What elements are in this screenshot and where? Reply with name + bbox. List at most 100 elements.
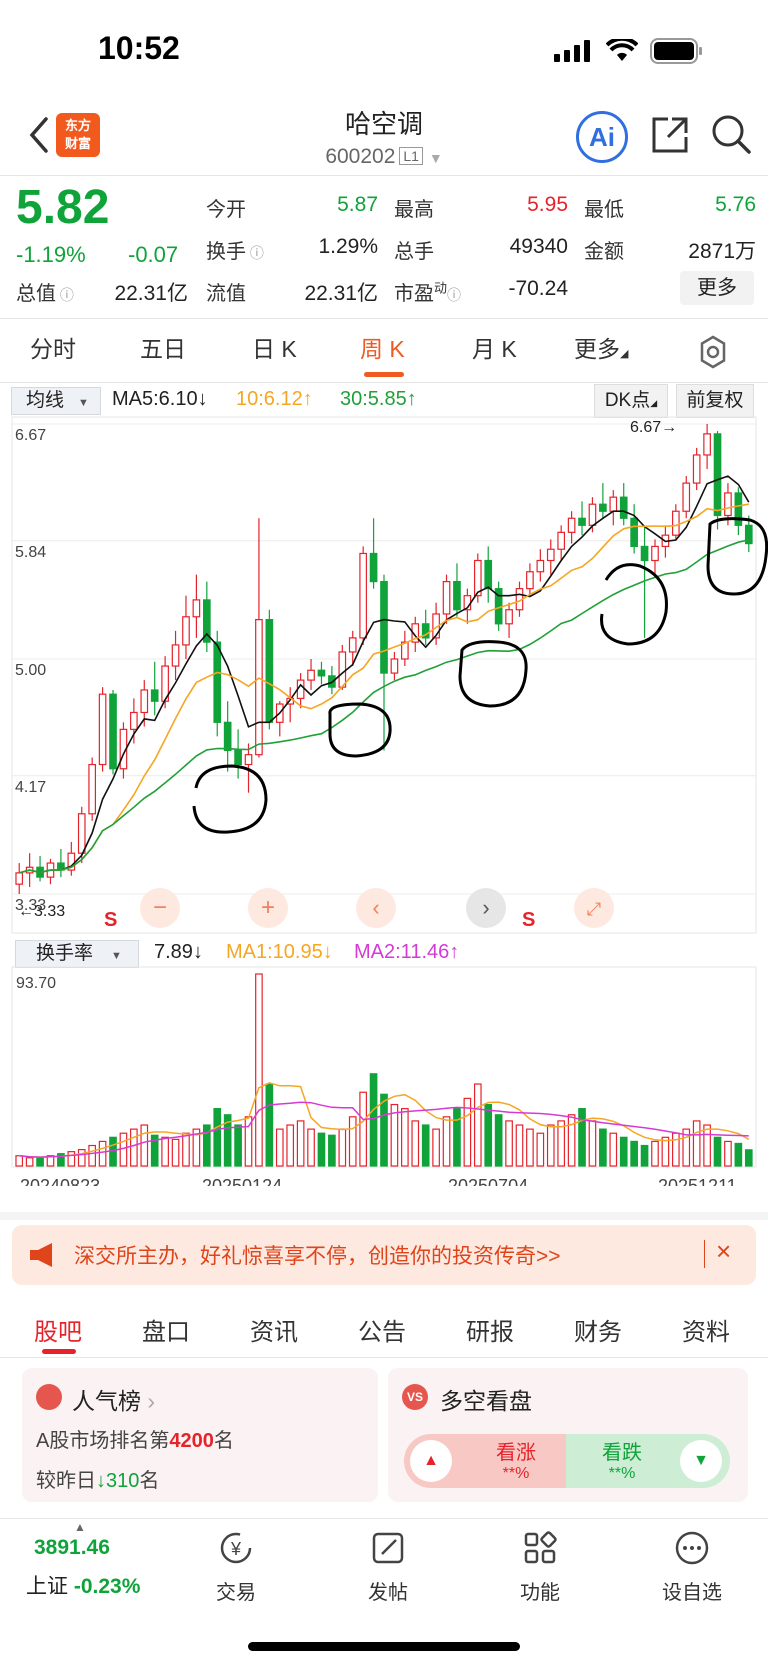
ma30-value: 30:5.85↑ [340, 388, 417, 410]
market-level-badge: L1 [399, 147, 423, 165]
turnover-bar [557, 1120, 566, 1167]
bearish-label: 看跌 **% [602, 1442, 642, 1482]
section-divider [0, 1212, 768, 1220]
drawn-circle [706, 517, 768, 596]
turnover-bar [182, 1132, 190, 1167]
change-percent: -1.19% [16, 242, 86, 267]
fullscreen-button[interactable] [574, 888, 614, 928]
turnover-bar [307, 1128, 315, 1167]
candle-body [15, 872, 24, 885]
kline-chart[interactable]: 6.67 5.84 5.00 4.17 3.33 6.67→ ←3.33 S S − +… [0, 416, 768, 936]
ai-button[interactable]: Ai [576, 111, 628, 163]
turnover-ma1: MA1:10.95↓ [226, 941, 333, 963]
dk-point-button[interactable]: DK点◢ [594, 384, 668, 418]
candle-body [213, 641, 222, 723]
subtab-profile[interactable]: 资料 [682, 1319, 730, 1346]
adjust-button[interactable]: 前复权 [676, 384, 754, 418]
popularity-rank: A股市场排名第4200名 [36, 1430, 234, 1452]
turnover-bar [380, 1093, 388, 1167]
divider [0, 1357, 768, 1358]
wifi-icon [606, 39, 638, 61]
y-tick-label: 5.84 [15, 544, 46, 561]
turnover-bar [473, 1083, 482, 1167]
candle-body [88, 763, 96, 815]
promo-banner[interactable] [12, 1225, 756, 1285]
nav-watchlist[interactable]: 设自选 [642, 1528, 742, 1605]
turnover-bar [724, 1140, 732, 1167]
info-icon[interactable]: ⓘ [56, 287, 74, 303]
index-value[interactable]: 3891.46 [34, 1536, 110, 1559]
turnover-bar [192, 1128, 201, 1167]
y-tick-label: 4.17 [15, 779, 46, 796]
settings-icon[interactable] [696, 335, 730, 369]
scroll-left-button[interactable] [356, 888, 396, 928]
candle-body [619, 496, 628, 519]
share-icon[interactable] [650, 115, 690, 155]
subtab-research[interactable]: 研报 [466, 1319, 514, 1346]
turnover-bar [359, 1091, 367, 1167]
caret-up-icon: ▲ [74, 1520, 86, 1534]
candle-body [671, 510, 680, 536]
tab-monthly-k[interactable]: 月 K [472, 336, 517, 362]
scroll-right-button[interactable] [466, 888, 506, 928]
nav-trade[interactable]: ¥ 交易 [186, 1528, 286, 1605]
turnover-bar [338, 1128, 347, 1167]
subchart-indicator-select[interactable]: 换手率 ▼ [15, 940, 139, 968]
turnover-bar [546, 1124, 555, 1167]
subtab-announcements[interactable]: 公告 [358, 1319, 406, 1346]
x-tick-label: 20250124 [202, 1176, 282, 1186]
subtab-finance[interactable]: 财务 [574, 1319, 622, 1346]
sell-marker: S [104, 909, 117, 931]
indicator-select[interactable]: 均线 ▼ [11, 387, 101, 415]
candle-body [713, 433, 722, 517]
turnover-ma-line [19, 1101, 749, 1158]
subtab-news[interactable]: 资讯 [250, 1319, 298, 1346]
promo-text[interactable]: 深交所主办，好礼惊喜享不停，创造你的投资传奇>> [74, 1245, 561, 1268]
turnover-ma2: MA2:11.46↑ [354, 941, 460, 963]
nav-functions[interactable]: 功能 [490, 1528, 590, 1605]
turnover-bar [369, 1073, 378, 1167]
turnover-bar [484, 1103, 493, 1167]
index-info[interactable]: 上证 -0.23% [26, 1575, 141, 1598]
nav-post[interactable]: 发帖 [338, 1528, 438, 1605]
info-icon[interactable]: ⓘ [447, 287, 462, 303]
tab-intraday[interactable]: 分时 [30, 336, 76, 362]
turnover-bar [25, 1157, 34, 1167]
ma-line [18, 539, 749, 874]
info-icon[interactable]: ⓘ [246, 245, 264, 261]
candle-body [234, 749, 242, 766]
chevron-right-icon: › [482, 895, 489, 920]
zoom-in-button[interactable] [248, 888, 288, 928]
candle-body [244, 754, 253, 766]
turnover-chart[interactable]: 93.70 20240823 20250124 20250704 2025121… [0, 966, 768, 1186]
popularity-card[interactable] [22, 1368, 378, 1502]
turnover-bar [463, 1097, 472, 1167]
stock-code[interactable]: 600202 L1 ▼ [325, 145, 443, 168]
tab-more[interactable]: 更多◢ [574, 336, 629, 362]
tab-weekly-k[interactable]: 周 K [360, 336, 405, 362]
candle-body [192, 599, 201, 618]
zoom-out-button[interactable] [140, 888, 180, 928]
candle-body [734, 492, 743, 526]
candle-body [348, 637, 357, 653]
tab-five-day[interactable]: 五日 [140, 336, 186, 362]
candle-body [255, 618, 263, 756]
chart-bar-icon [36, 1384, 62, 1410]
kline-y-labels: 6.67 5.84 5.00 4.17 3.33 [15, 427, 46, 914]
turnover-bar [255, 973, 263, 1167]
subtab-pankou[interactable]: 盘口 [142, 1319, 190, 1346]
turnover-bar [494, 1114, 503, 1167]
turnover-bar [213, 1108, 222, 1167]
more-quote-button[interactable]: 更多 [680, 271, 754, 305]
candle-body [77, 813, 86, 854]
turnover-bar [77, 1149, 86, 1167]
subtab-guba[interactable]: 股吧 [34, 1319, 82, 1346]
turnover-bar [442, 1116, 451, 1167]
drawn-circle [328, 702, 392, 758]
back-icon[interactable] [24, 113, 54, 157]
active-subtab-indicator [42, 1349, 76, 1354]
close-icon[interactable]: × [716, 1236, 732, 1266]
tab-daily-k[interactable]: 日 K [252, 336, 297, 362]
turnover-bar [15, 1155, 24, 1167]
search-icon[interactable] [710, 113, 752, 155]
